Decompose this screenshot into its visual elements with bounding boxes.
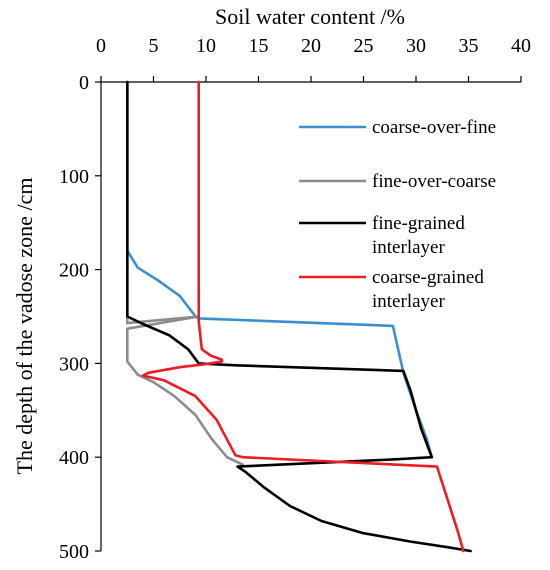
legend-label: coarse-over-fine bbox=[372, 117, 496, 138]
x-tick-label: 25 bbox=[354, 35, 374, 57]
x-tick-label: 20 bbox=[301, 35, 321, 57]
y-tick-label: 200 bbox=[59, 260, 89, 282]
x-tick-label: 5 bbox=[149, 35, 159, 57]
x-tick-label: 35 bbox=[459, 35, 479, 57]
legend-item: coarse-grained interlayer bbox=[299, 267, 484, 312]
legend: coarse-over-fine fine-over-coarse fine-gra… bbox=[299, 117, 496, 312]
y-axis-title: The depth of the vadose zone /cm bbox=[12, 178, 37, 475]
x-tick-label: 30 bbox=[406, 35, 426, 57]
legend-item: fine-over-coarse bbox=[299, 171, 496, 192]
series-line-coarse-grained-interlayer bbox=[141, 80, 465, 553]
series-line-fine-grained-interlayer bbox=[126, 80, 472, 553]
x-tick-label: 10 bbox=[196, 35, 216, 57]
x-axis-title: Soil water content /% bbox=[215, 4, 405, 29]
y-tick-label: 500 bbox=[59, 541, 89, 563]
legend-label: fine-over-coarse bbox=[372, 171, 496, 192]
y-tick-label: 0 bbox=[79, 72, 89, 94]
x-axis-ticks: 0 5 10 15 20 25 30 35 40 bbox=[96, 35, 531, 82]
series-layer bbox=[126, 80, 472, 553]
series-line-fine-over-coarse bbox=[126, 80, 245, 466]
y-tick-label: 300 bbox=[59, 353, 89, 375]
y-tick-label: 400 bbox=[59, 447, 89, 469]
y-axis-ticks: 0 100 200 300 400 500 bbox=[59, 72, 101, 563]
legend-label: fine-grained interlayer bbox=[372, 213, 465, 258]
legend-item: fine-grained interlayer bbox=[299, 213, 465, 258]
y-tick-label: 100 bbox=[59, 166, 89, 188]
x-tick-label: 0 bbox=[96, 35, 106, 57]
x-tick-label: 15 bbox=[249, 35, 269, 57]
legend-item: coarse-over-fine bbox=[299, 117, 496, 138]
x-tick-label: 40 bbox=[511, 35, 531, 57]
legend-label: coarse-grained interlayer bbox=[372, 267, 484, 312]
